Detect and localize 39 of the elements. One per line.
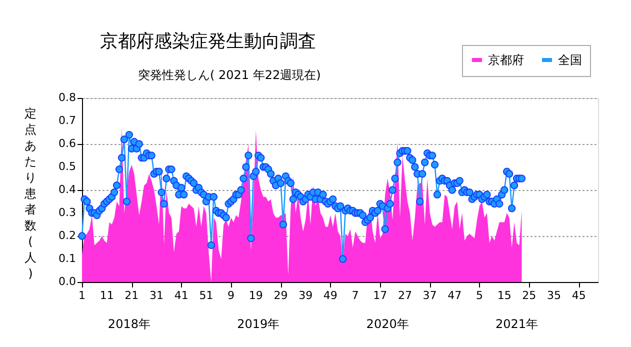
- x-tick-label: 39: [298, 289, 313, 302]
- x-tick-label: 29: [274, 289, 288, 302]
- x-tick-label: 25: [522, 289, 536, 302]
- y-tick-label: 0.8: [58, 91, 76, 104]
- text: 2020年: [366, 317, 409, 331]
- x-tick-label: 47: [448, 289, 462, 302]
- y-tick-label: 0.1: [58, 252, 76, 265]
- y-tick-label: 0.4: [58, 183, 76, 196]
- x-tick-label: 21: [124, 289, 139, 302]
- y-tick-label: 0.5: [58, 160, 76, 173]
- x-tick-label: 27: [398, 289, 412, 302]
- x-tick-label: 15: [497, 289, 512, 302]
- x-tick-label: 1: [78, 289, 86, 302]
- y-tick-label: 0.7: [58, 114, 76, 127]
- x-tick-label: 19: [248, 289, 263, 302]
- y-tick-label: 0.6: [58, 137, 76, 150]
- x-tick-label: 7: [352, 289, 359, 302]
- x-tick-label: 37: [422, 289, 437, 302]
- x-tick-label: 9: [228, 289, 235, 302]
- text: 2021年: [495, 317, 538, 331]
- text: 2019年: [237, 317, 280, 331]
- legend-label: 京都府: [488, 53, 524, 67]
- x-tick-label: 11: [100, 289, 114, 302]
- chart-subtitle: 突発性発しん( 2021 年22週現在): [138, 68, 321, 82]
- x-tick-label: 45: [572, 289, 586, 302]
- x-tick-label: 41: [174, 289, 188, 302]
- x-tick-label: 17: [373, 289, 388, 302]
- x-tick-label: 35: [547, 289, 562, 302]
- text: 定点あたり患者数(人): [24, 106, 36, 280]
- legend-label: 全国: [558, 53, 582, 67]
- x-tick-label: 51: [199, 289, 214, 302]
- y-tick-label: 0.0: [58, 275, 76, 288]
- chart-title: 京都府感染症発生動向調査: [100, 31, 316, 52]
- x-tick-label: 49: [323, 289, 338, 302]
- y-tick-label: 0.3: [58, 206, 76, 219]
- text: 2018年: [108, 317, 150, 331]
- y-tick-label: 0.2: [58, 229, 76, 242]
- x-tick-label: 31: [150, 289, 164, 302]
- x-tick-label: 5: [476, 289, 483, 302]
